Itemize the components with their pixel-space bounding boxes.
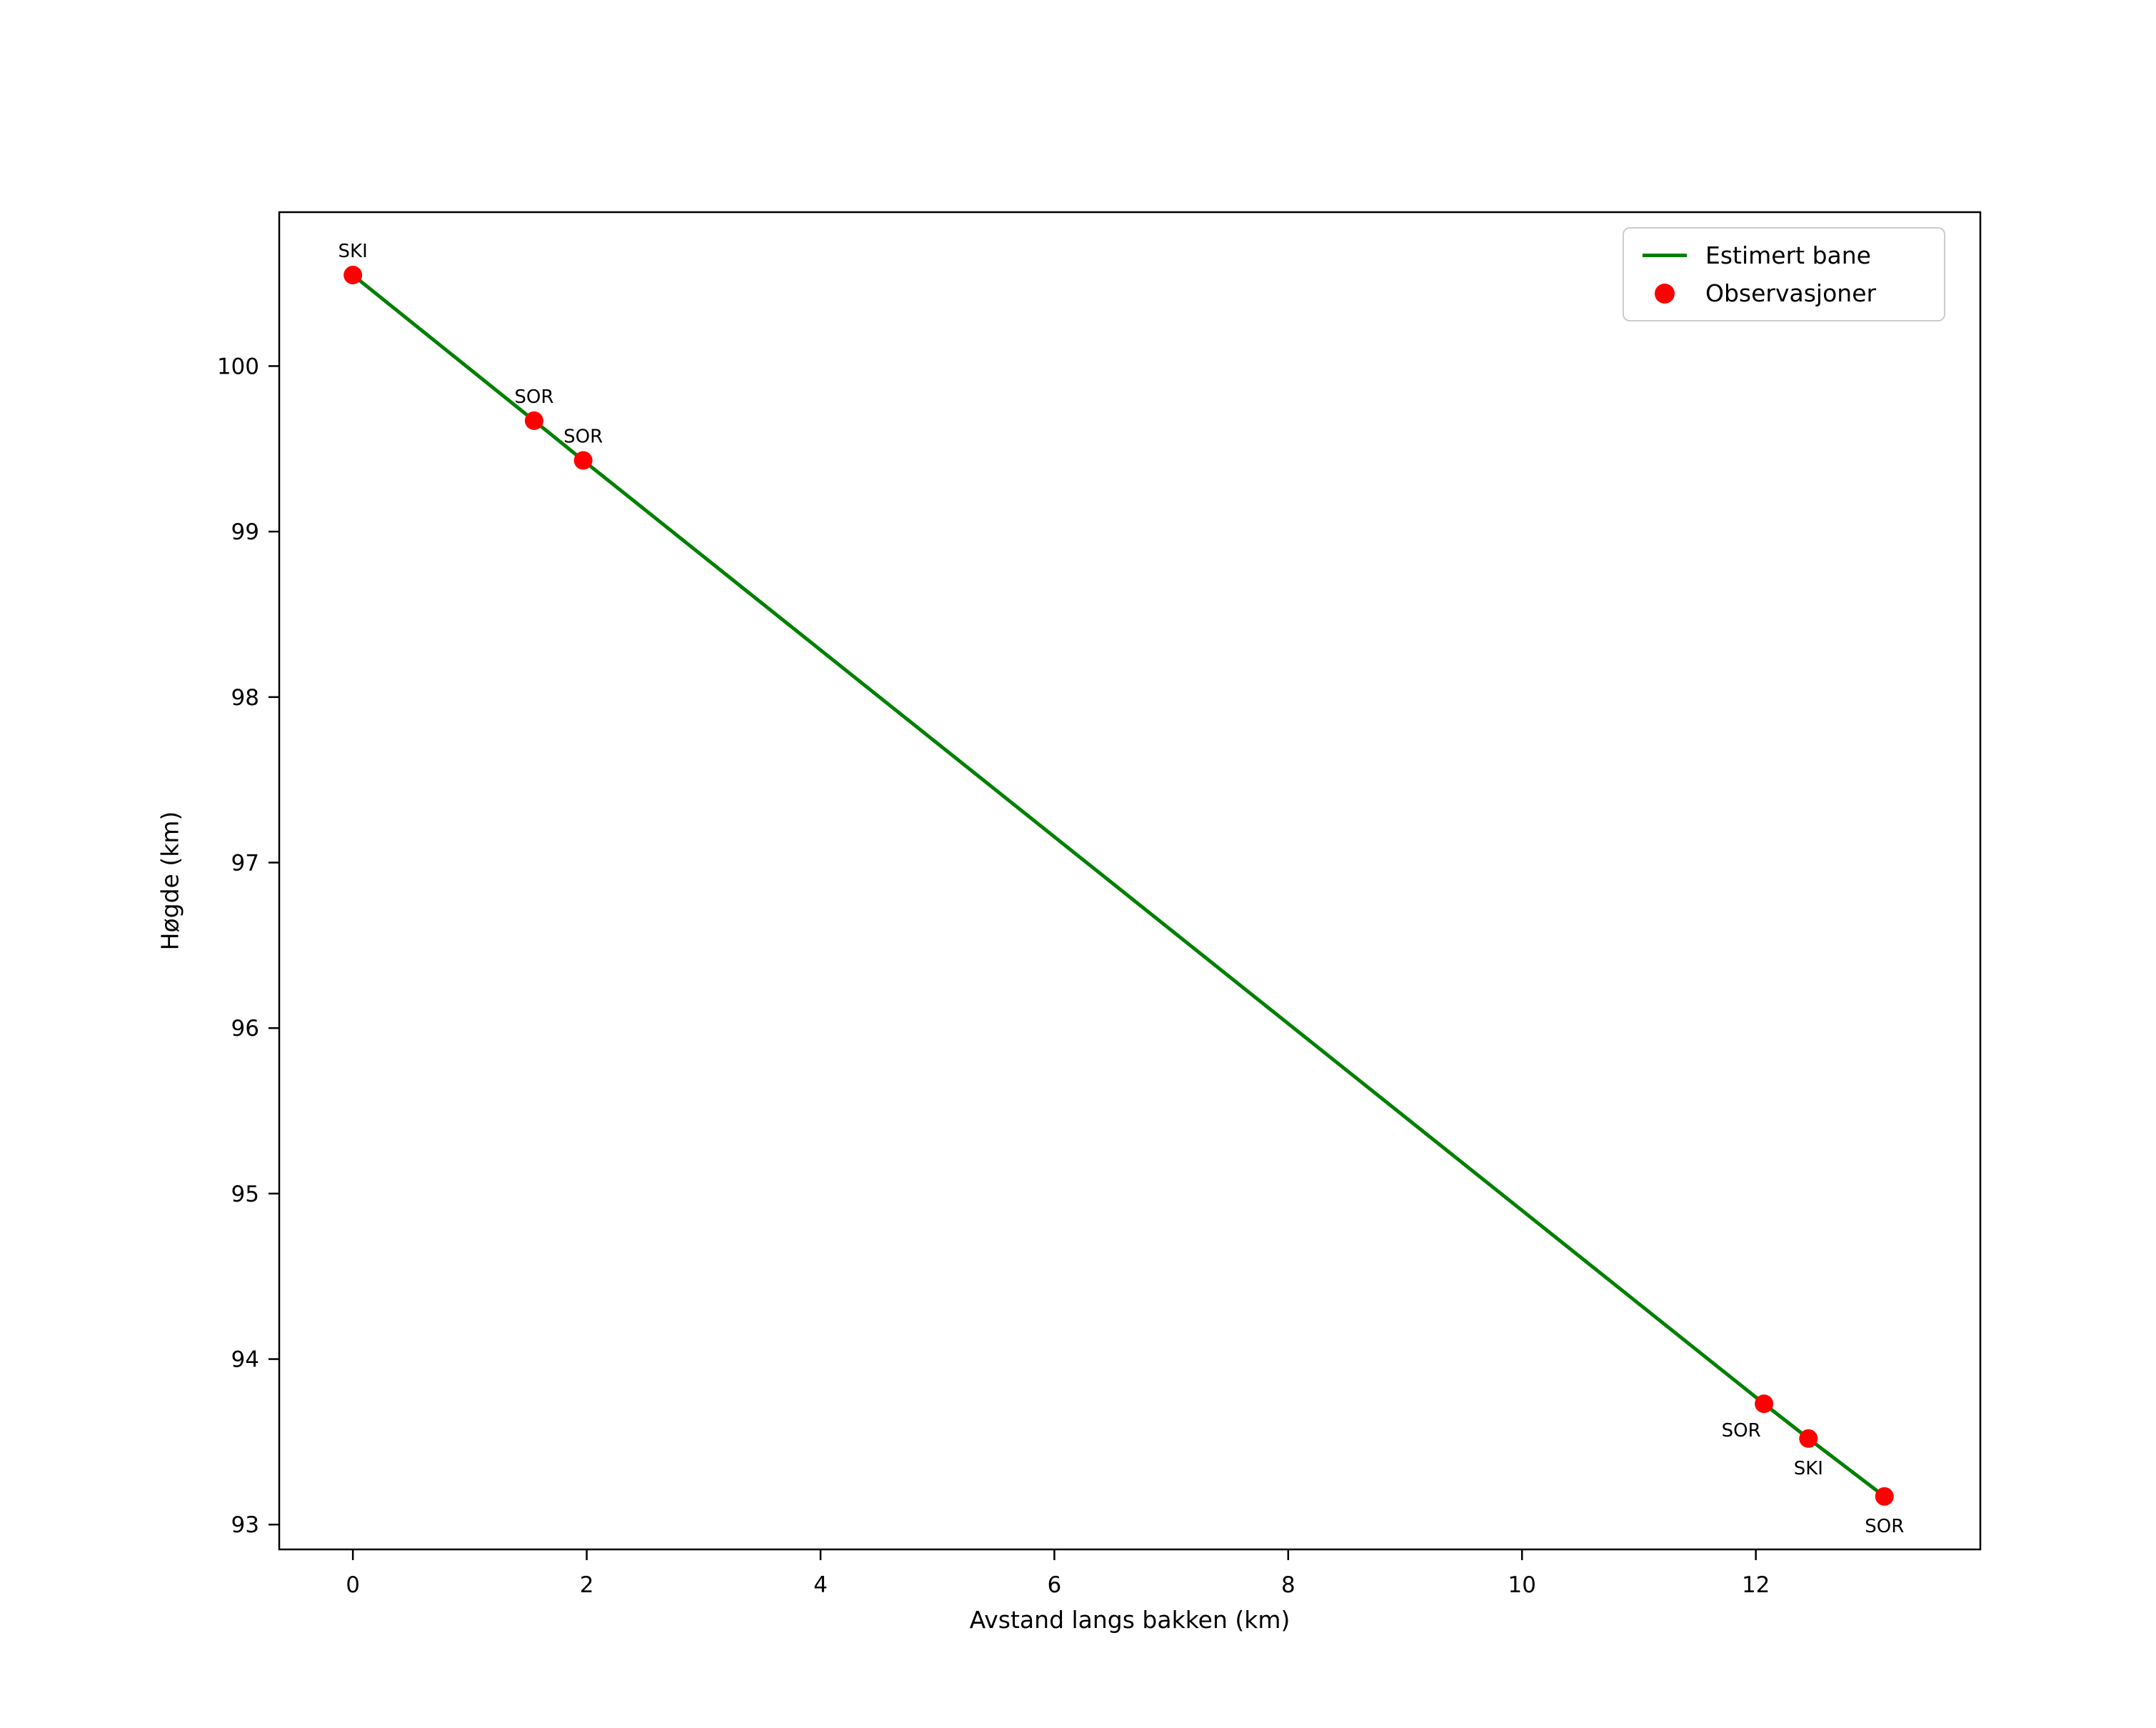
y-axis-label: Høgde (km): [156, 811, 184, 951]
y-tick-label: 93: [231, 1512, 259, 1538]
x-tick-label: 2: [580, 1572, 594, 1598]
green-line-swatch-icon: [1643, 254, 1687, 257]
point-label: SOR: [514, 386, 553, 408]
legend-label-estimated-path: Estimert bane: [1705, 241, 1871, 269]
red-dot-swatch-icon: [1655, 283, 1675, 304]
dot-swatch-icon: [1643, 283, 1687, 304]
y-tick-label: 97: [231, 851, 259, 877]
x-tick-label: 8: [1281, 1572, 1295, 1598]
y-tick-label: 98: [231, 685, 259, 711]
observation-point: [1799, 1429, 1818, 1448]
observation-point: [524, 411, 543, 430]
observation-point: [1875, 1487, 1894, 1506]
line-swatch-icon: [1643, 254, 1687, 257]
estimated-path-line: [351, 273, 1887, 1499]
legend-label-observations: Observasjoner: [1705, 279, 1877, 307]
observation-point: [1755, 1394, 1774, 1414]
y-tick-label: 94: [231, 1347, 259, 1373]
point-label: SOR: [1865, 1516, 1904, 1537]
point-label: SKI: [1794, 1458, 1823, 1479]
x-tick-label: 10: [1508, 1572, 1536, 1598]
x-axis-label: Avstand langs bakken (km): [969, 1606, 1290, 1634]
axes-frame: [278, 211, 1982, 1551]
legend: Estimert bane Observasjoner: [1623, 227, 1945, 321]
observation-point: [573, 451, 593, 470]
point-label: SOR: [563, 426, 603, 448]
x-tick-label: 0: [346, 1572, 360, 1598]
y-tick-label: 100: [217, 354, 259, 379]
y-tick-label: 99: [231, 519, 259, 545]
y-tick-label: 96: [231, 1016, 259, 1042]
point-label: SOR: [1722, 1420, 1761, 1442]
point-label: SKI: [339, 241, 368, 262]
x-tick-label: 12: [1742, 1572, 1770, 1598]
x-tick-label: 6: [1048, 1572, 1062, 1598]
legend-item-estimated-path: Estimert bane: [1643, 241, 1925, 269]
legend-item-observations: Observasjoner: [1643, 279, 1925, 307]
observation-point: [344, 266, 363, 285]
y-tick-label: 95: [231, 1182, 259, 1207]
x-tick-label: 4: [813, 1572, 828, 1598]
